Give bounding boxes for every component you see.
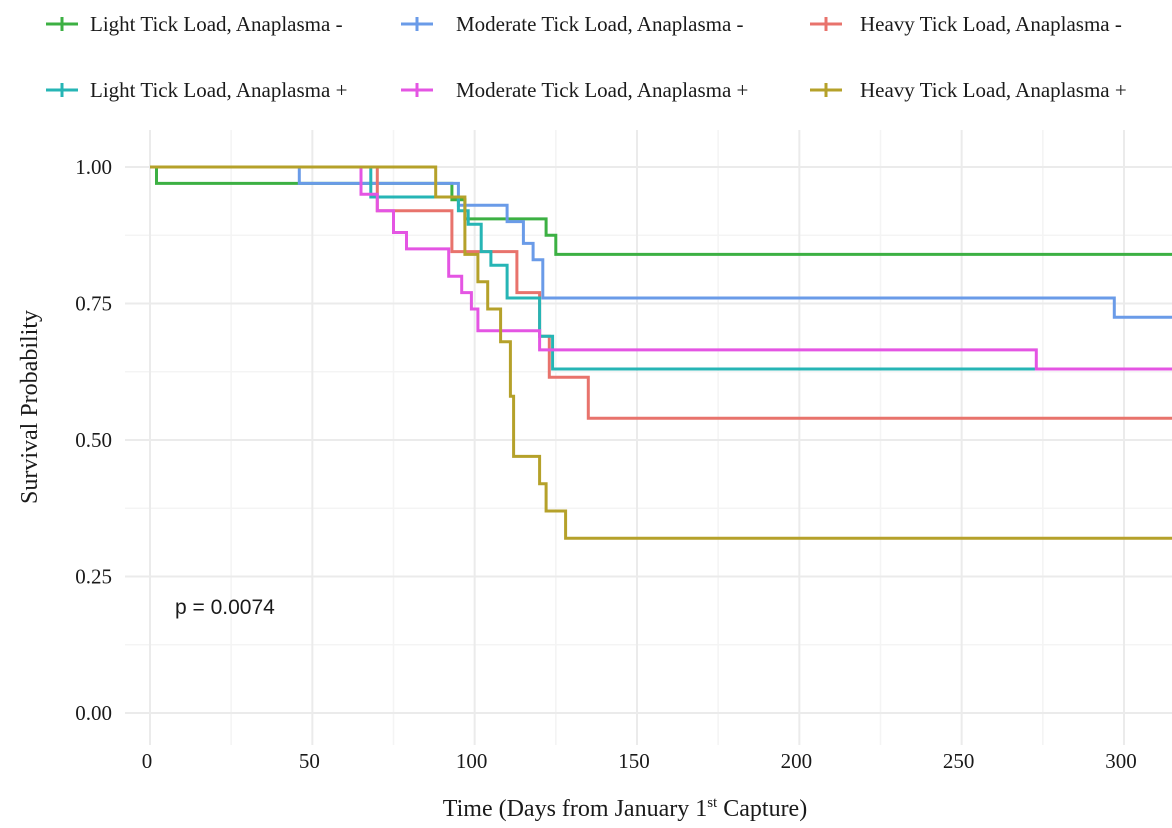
- y-tick-label: 0.50: [75, 428, 112, 452]
- legend-label: Moderate Tick Load, Anaplasma +: [456, 78, 748, 102]
- x-tick-label: 150: [618, 749, 650, 773]
- survival-curve: [150, 165, 1172, 420]
- y-axis-ticks: 0.00 0.25 0.50 0.75 1.00: [75, 155, 112, 725]
- x-axis-title-main: Time (Days from January 1: [443, 796, 707, 822]
- survival-curve: [150, 165, 1172, 256]
- x-tick-label: 0: [142, 749, 153, 773]
- legend-label: Moderate Tick Load, Anaplasma -: [456, 12, 744, 36]
- x-axis-ticks: 0 50 100 150 200 250 300: [142, 749, 1137, 773]
- x-tick-label: 300: [1105, 749, 1137, 773]
- y-tick-label: 0.00: [75, 701, 112, 725]
- y-tick-label: 0.75: [75, 292, 112, 316]
- legend-label: Light Tick Load, Anaplasma -: [90, 12, 343, 36]
- survival-curve: [150, 165, 1172, 319]
- x-tick-label: 50: [299, 749, 320, 773]
- x-tick-label: 250: [943, 749, 975, 773]
- legend-label: Light Tick Load, Anaplasma +: [90, 78, 347, 102]
- survival-curves: [150, 165, 1172, 540]
- y-tick-label: 1.00: [75, 155, 112, 179]
- x-tick-label: 100: [456, 749, 488, 773]
- grid: [125, 130, 1172, 745]
- legend-label: Heavy Tick Load, Anaplasma -: [860, 12, 1122, 36]
- survival-curve: [150, 165, 1172, 371]
- y-tick-label: 0.25: [75, 565, 112, 589]
- survival-curve: [150, 165, 1172, 540]
- x-tick-label: 200: [781, 749, 813, 773]
- x-axis-title-tail: Capture): [717, 796, 807, 822]
- y-axis-title: Survival Probability: [17, 310, 43, 504]
- legend: Light Tick Load, Anaplasma - Moderate Tic…: [46, 12, 1127, 102]
- survival-curve: [150, 165, 1172, 371]
- x-axis-title: Time (Days from January 1st Capture): [443, 795, 807, 822]
- p-value-annotation: p = 0.0074: [175, 596, 275, 619]
- x-axis-title-sup: st: [707, 795, 718, 811]
- legend-label: Heavy Tick Load, Anaplasma +: [860, 78, 1127, 102]
